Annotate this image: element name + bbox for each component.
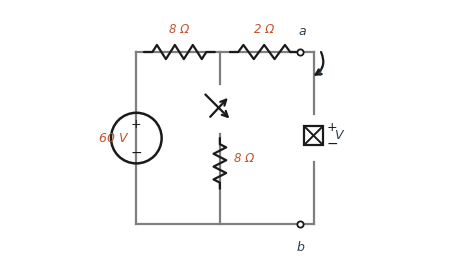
Text: a: a (298, 25, 305, 38)
Bar (303, 126, 322, 145)
Text: −: − (130, 146, 142, 160)
Text: 60 V: 60 V (99, 132, 128, 144)
Text: +: + (326, 121, 337, 134)
Text: b: b (297, 241, 304, 254)
Text: i: i (318, 66, 321, 79)
Text: V: V (334, 129, 342, 142)
Text: 8 Ω: 8 Ω (233, 152, 253, 165)
Text: −: − (326, 137, 338, 151)
Text: 8 Ω: 8 Ω (169, 22, 189, 36)
Text: +: + (131, 118, 141, 131)
Text: 2 Ω: 2 Ω (253, 22, 274, 36)
